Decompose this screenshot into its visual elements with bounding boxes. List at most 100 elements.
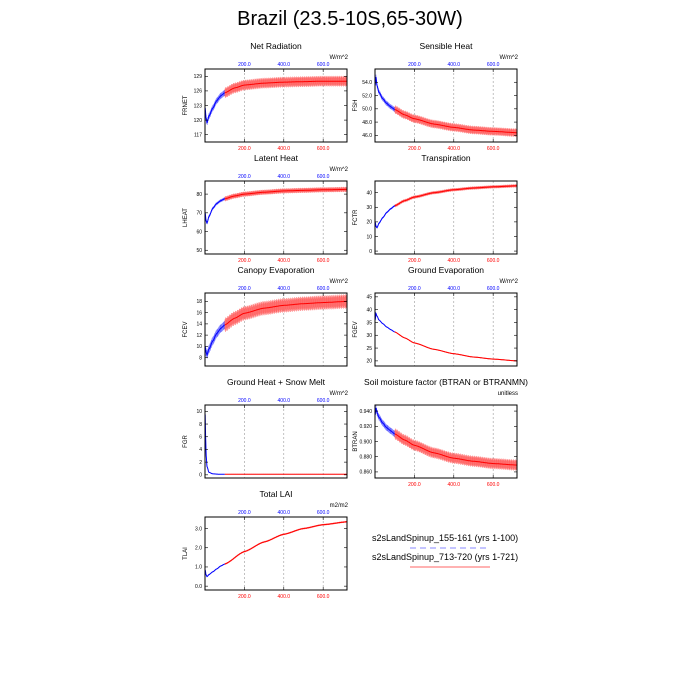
- y-tick-label: 2.0: [195, 546, 202, 552]
- top-tick-label: 200.0: [238, 510, 251, 516]
- panel-6: Ground Heat + Snow Melt W/m^2 FGR 0 2 4 6 8 10 20…: [183, 377, 349, 479]
- blue-series-band: [375, 313, 395, 333]
- y-tick-label: 0: [199, 473, 202, 479]
- top-tick-label: 200.0: [238, 62, 251, 68]
- y-axis-label: FSH: [353, 100, 359, 112]
- plot-frame: [204, 292, 348, 367]
- red-series-line: [394, 433, 517, 466]
- y-axis-label: LHEAT: [183, 208, 189, 227]
- top-tick-label: 600.0: [487, 286, 500, 292]
- panel-title: Ground Heat + Snow Melt: [227, 377, 326, 387]
- top-tick-label: 200.0: [238, 286, 251, 292]
- y-axis-label: FCTR: [353, 209, 359, 226]
- y-tick-label: 120: [194, 118, 203, 124]
- top-tick-label: 200.0: [238, 174, 251, 180]
- red-series-line: [394, 109, 517, 134]
- panel-units: W/m^2: [330, 279, 349, 285]
- red-series-band: [224, 75, 348, 98]
- bottom-tick-label: 200.0: [238, 258, 251, 264]
- top-tick-label: 400.0: [278, 62, 291, 68]
- y-tick-label: 80: [196, 192, 202, 198]
- y-tick-label: 50: [196, 248, 202, 254]
- y-tick-label: 54.0: [362, 80, 372, 86]
- y-tick-label: 16: [196, 310, 202, 316]
- y-tick-label: 18: [196, 299, 202, 305]
- panel-title: Soil moisture factor (BTRAN or BTRANMN): [364, 377, 528, 387]
- y-tick-label: 45: [366, 295, 372, 301]
- legend-label-1: s2sLandSpinup_155-161 (yrs 1-100): [372, 533, 519, 543]
- bottom-tick-label: 600.0: [317, 594, 330, 600]
- y-tick-label: 0.0: [195, 584, 202, 590]
- y-tick-label: 50.0: [362, 107, 372, 113]
- panel-title: Total LAI: [259, 489, 292, 499]
- y-tick-label: 0.920: [359, 424, 372, 430]
- plot-frame: [204, 404, 348, 479]
- y-tick-label: 0.880: [359, 455, 372, 461]
- y-tick-label: 35: [366, 320, 372, 326]
- top-tick-label: 600.0: [317, 398, 330, 404]
- panel-title: Canopy Evaporation: [237, 265, 314, 275]
- blue-series-line: [204, 324, 225, 357]
- bottom-tick-label: 600.0: [487, 482, 500, 488]
- bottom-tick-label: 400.0: [278, 594, 291, 600]
- bottom-tick-label: 600.0: [317, 258, 330, 264]
- panel-1: Sensible Heat W/m^2 FSH 46.0 48.0 50.0 52.0 54.…: [353, 41, 519, 152]
- red-series-line: [224, 80, 347, 94]
- top-tick-label: 600.0: [317, 286, 330, 292]
- bottom-tick-label: 600.0: [317, 146, 330, 152]
- red-series-line: [224, 521, 347, 565]
- y-tick-label: 0.900: [359, 439, 372, 445]
- top-tick-label: 600.0: [317, 62, 330, 68]
- y-tick-label: 2: [199, 460, 202, 466]
- top-tick-label: 600.0: [487, 62, 500, 68]
- top-tick-label: 200.0: [408, 286, 421, 292]
- panel-0: Net Radiation W/m^2 FRNET 117 120 123 126 129 20…: [183, 41, 349, 152]
- y-tick-label: 60: [196, 229, 202, 235]
- top-tick-label: 400.0: [278, 510, 291, 516]
- bottom-tick-label: 400.0: [448, 482, 461, 488]
- red-series-line: [394, 185, 517, 207]
- y-tick-label: 20: [366, 359, 372, 365]
- blue-series-band: [375, 74, 395, 112]
- y-tick-label: 3.0: [195, 526, 202, 532]
- panel-title: Ground Evaporation: [408, 265, 484, 275]
- bottom-tick-label: 400.0: [278, 258, 291, 264]
- y-tick-label: 10: [196, 409, 202, 415]
- y-tick-label: 20: [366, 220, 372, 226]
- y-tick-label: 40: [366, 190, 372, 196]
- y-axis-label: FGEV: [353, 321, 359, 337]
- plot-frame: [374, 180, 518, 255]
- y-tick-label: 8: [199, 355, 202, 361]
- bottom-tick-label: 200.0: [238, 146, 251, 152]
- legend-swatch-2: [410, 566, 490, 568]
- y-axis-label: FCEV: [183, 321, 189, 337]
- panel-5: Ground Evaporation W/m^2 FGEV 20 25 30 35 40 45 2…: [353, 265, 519, 367]
- red-series-band: [394, 331, 518, 362]
- panel-units: W/m^2: [330, 55, 349, 61]
- panel-8: Total LAI m2/m2 TLAI 0.0 1.0 2.0 3.0 200.0 400.0…: [183, 489, 349, 600]
- y-tick-label: 117: [194, 133, 202, 139]
- panel-3: Transpiration FCTR 0 10 20 30 40 200.0 400.0 600.…: [353, 153, 518, 264]
- red-series-band: [224, 294, 348, 332]
- y-tick-label: 30: [366, 205, 372, 211]
- blue-series-line: [374, 205, 395, 229]
- panel-units: m2/m2: [330, 503, 349, 509]
- bottom-tick-label: 200.0: [238, 594, 251, 600]
- y-tick-label: 8: [199, 422, 202, 428]
- bottom-tick-label: 200.0: [408, 258, 421, 264]
- top-tick-label: 400.0: [278, 286, 291, 292]
- red-series-band: [224, 521, 348, 565]
- top-tick-label: 200.0: [238, 398, 251, 404]
- y-tick-label: 129: [194, 74, 203, 80]
- y-axis-label: FRNET: [183, 95, 189, 115]
- y-axis-label: FGR: [183, 435, 189, 448]
- bottom-tick-label: 400.0: [448, 258, 461, 264]
- y-axis-label: TLAI: [183, 547, 189, 560]
- plot-frame: [374, 68, 518, 143]
- y-tick-label: 14: [196, 322, 202, 328]
- red-series-band: [394, 184, 518, 208]
- blue-series-band: [205, 321, 225, 359]
- top-tick-label: 600.0: [317, 174, 330, 180]
- y-tick-label: 70: [196, 211, 202, 217]
- y-tick-label: 126: [194, 89, 203, 95]
